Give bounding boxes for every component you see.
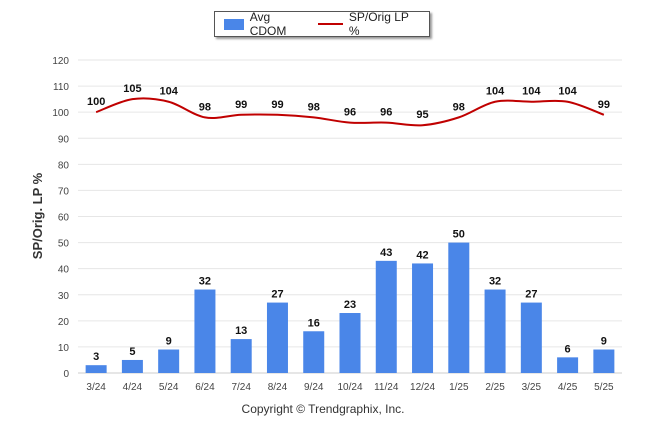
line-data-labels: 100 105 104 98 99 99 98 96 96 95 98 104 104 104 99	[87, 83, 610, 121]
y-tick-label: 120	[52, 56, 69, 67]
y-tick-label: 10	[58, 343, 70, 354]
bar-data-label: 9	[601, 336, 607, 348]
line-data-label: 95	[416, 109, 428, 121]
legend: Avg CDOM SP/Orig LP %	[214, 10, 430, 38]
line-data-label: 98	[308, 101, 320, 113]
y-tick-label: 40	[58, 265, 70, 276]
legend-line-label: SP/Orig LP %	[348, 10, 409, 38]
line-series	[95, 97, 605, 127]
copyright-footer: Copyright © Trendgraphix, Inc.	[241, 402, 405, 416]
bar[interactable]	[484, 289, 506, 373]
chart: 0 10 20 30 40 50 60 70 80 90 100 110 120 3 5 9 32 13 27 16…	[30, 56, 622, 393]
y-tick-label: 90	[58, 134, 70, 145]
x-tick-label: 2/25	[485, 382, 505, 393]
legend-bar-swatch	[224, 18, 244, 30]
x-tick-label: 4/25	[558, 382, 578, 393]
x-tick-label: 9/24	[304, 382, 324, 393]
y-tick-label: 70	[58, 186, 70, 197]
bar[interactable]	[557, 357, 579, 373]
x-tick-label: 4/24	[123, 382, 143, 393]
bar-data-label: 50	[453, 229, 465, 241]
x-tick-label: 5/25	[594, 382, 614, 393]
bar[interactable]	[520, 302, 542, 373]
line-path[interactable]	[95, 97, 605, 127]
line-data-label: 96	[344, 107, 356, 119]
y-tick-label: 110	[53, 82, 69, 93]
bar-series	[85, 242, 615, 373]
x-tick-label: 6/24	[195, 382, 215, 393]
bar-data-label: 43	[380, 247, 392, 259]
bar-data-label: 27	[271, 289, 283, 301]
line-data-label: 104	[159, 86, 178, 98]
bar[interactable]	[266, 302, 288, 373]
bar-data-label: 32	[199, 276, 211, 288]
line-data-label: 99	[271, 99, 283, 111]
bar[interactable]	[339, 313, 361, 373]
y-tick-label: 100	[52, 108, 69, 119]
x-tick-label: 11/24	[374, 382, 399, 393]
bar-data-label: 16	[308, 317, 320, 329]
x-tick-label: 1/25	[449, 382, 469, 393]
bar[interactable]	[303, 331, 325, 373]
bar[interactable]	[412, 263, 434, 373]
bar-data-labels: 3 5 9 32 13 27 16 23 43 42 50 32 27 6 9	[93, 229, 607, 364]
bar-data-label: 32	[489, 276, 501, 288]
legend-item-line[interactable]: SP/Orig LP %	[317, 10, 415, 38]
x-tick-label: 8/24	[268, 382, 288, 393]
x-tick-label: 10/24	[337, 382, 362, 393]
bar[interactable]	[121, 359, 143, 373]
y-tick-label: 0	[63, 369, 69, 380]
line-data-label: 98	[453, 101, 465, 113]
bar[interactable]	[593, 349, 615, 373]
bar[interactable]	[230, 339, 252, 373]
bar-data-label: 3	[93, 351, 99, 363]
bar[interactable]	[194, 289, 216, 373]
bar-data-label: 5	[129, 346, 135, 358]
legend-line-swatch	[317, 23, 343, 25]
line-data-label: 105	[123, 83, 141, 95]
x-axis-ticks: 3/24 4/24 5/24 6/24 7/24 8/24 9/24 10/24 11/24 12…	[86, 382, 614, 393]
bar-data-label: 42	[416, 249, 428, 261]
line-data-label: 99	[598, 99, 610, 111]
x-tick-label: 7/24	[231, 382, 251, 393]
bar-data-label: 23	[344, 299, 356, 311]
bar-data-label: 9	[166, 336, 172, 348]
legend-bar-label: Avg CDOM	[249, 10, 287, 38]
y-tick-label: 20	[58, 317, 70, 328]
y-tick-label: 60	[58, 213, 70, 224]
y-axis-label: SP/Orig. LP %	[30, 172, 45, 259]
bar[interactable]	[448, 242, 470, 373]
bar-data-label: 6	[565, 343, 571, 355]
y-axis-ticks: 0 10 20 30 40 50 60 70 80 90 100 110 120	[52, 56, 69, 380]
x-tick-label: 12/24	[410, 382, 435, 393]
line-data-label: 104	[522, 86, 541, 98]
x-tick-label: 3/25	[522, 382, 542, 393]
line-data-label: 104	[486, 86, 505, 98]
legend-item-bar[interactable]: Avg CDOM	[224, 10, 304, 38]
bar[interactable]	[375, 260, 397, 373]
line-data-label: 100	[87, 96, 105, 108]
y-tick-label: 50	[58, 239, 70, 250]
line-data-label: 99	[235, 99, 247, 111]
y-tick-label: 30	[58, 291, 70, 302]
x-tick-label: 5/24	[159, 382, 179, 393]
bar-data-label: 27	[525, 289, 537, 301]
x-tick-label: 3/24	[86, 382, 106, 393]
line-data-label: 96	[380, 107, 392, 119]
bar-data-label: 13	[235, 325, 247, 337]
line-data-label: 98	[199, 101, 211, 113]
line-data-label: 104	[558, 86, 577, 98]
bar[interactable]	[158, 349, 180, 373]
y-tick-label: 80	[58, 160, 70, 171]
bar[interactable]	[85, 365, 107, 373]
